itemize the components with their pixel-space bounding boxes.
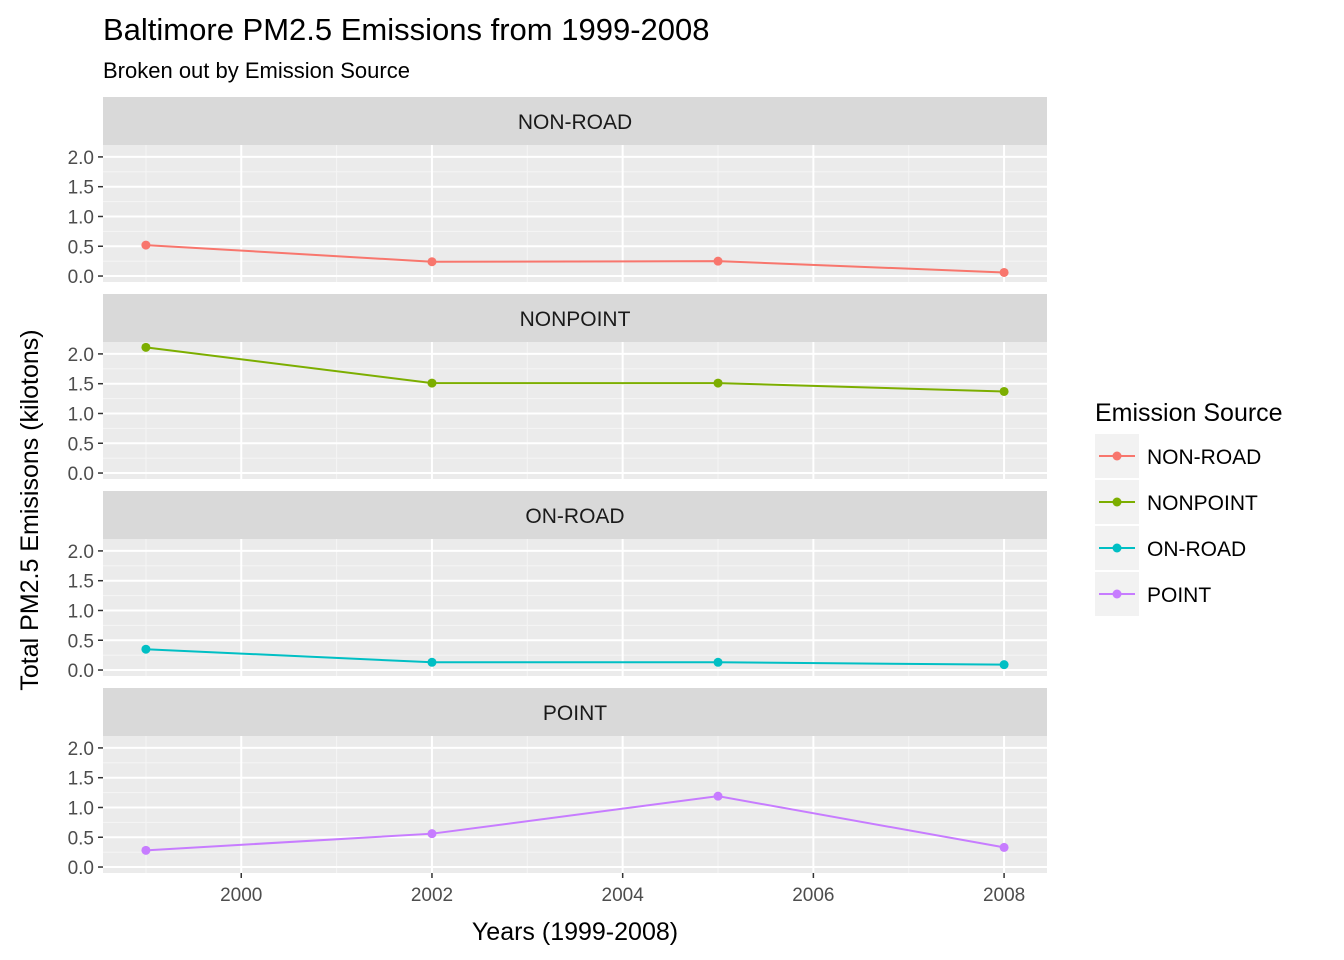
data-point (713, 791, 723, 801)
panel-background (103, 145, 1047, 282)
data-point (427, 257, 437, 267)
facet-strip-label: NONPOINT (520, 308, 631, 331)
legend-key-point (1112, 543, 1122, 553)
data-point (999, 842, 1009, 852)
legend-item: NONPOINT (1095, 480, 1258, 524)
facet-strip (103, 97, 1047, 145)
legend-label: NONPOINT (1147, 492, 1258, 515)
facet-panel: NONPOINT 0.0 0.5 1.0 1.5 2.0 (68, 294, 1047, 485)
legend-item: ON-ROAD (1095, 526, 1246, 570)
data-point (141, 845, 151, 855)
data-point (999, 267, 1009, 277)
facet-panel: NON-ROAD 0.0 0.5 1.0 1.5 2.0 (68, 97, 1047, 288)
y-tick-label: 0.5 (68, 237, 94, 258)
x-tick-label: 2000 (220, 885, 262, 906)
series-line (145, 795, 1005, 852)
data-point (427, 829, 437, 839)
panel-background (103, 539, 1047, 676)
y-tick-label: 1.0 (68, 601, 94, 622)
data-point (427, 378, 437, 388)
legend-label: NON-ROAD (1147, 446, 1261, 469)
x-tick-label: 2006 (792, 885, 834, 906)
facet-strip-label: POINT (543, 702, 607, 725)
legend-title: Emission Source (1095, 399, 1283, 427)
y-tick-label: 0.5 (68, 828, 94, 849)
y-axis-title: Total PM2.5 Emisisons (kilotons) (16, 329, 44, 690)
y-tick-label: 1.0 (68, 404, 94, 425)
facet-panels: NON-ROAD 0.0 0.5 1.0 1.5 2.0 NONPOINT 0.0 0.5 1.0… (68, 97, 1047, 879)
y-tick-label: 1.5 (68, 769, 94, 790)
data-point (141, 240, 151, 250)
data-point (999, 660, 1009, 670)
facet-panel: ON-ROAD 0.0 0.5 1.0 1.5 2.0 (68, 491, 1047, 682)
x-axis: 2000 2002 2004 2006 2008 (220, 873, 1025, 906)
panel-background (103, 736, 1047, 873)
chart-subtitle: Broken out by Emission Source (103, 58, 410, 83)
y-tick-label: 0.0 (68, 464, 94, 485)
legend: Emission Source NON-ROAD NONPOINT ON-ROAD P… (1095, 399, 1283, 616)
chart-title: Baltimore PM2.5 Emissions from 1999-2008 (103, 12, 709, 47)
legend-key-point (1112, 497, 1122, 507)
data-point (427, 657, 437, 667)
facet-panel: POINT 0.0 0.5 1.0 1.5 2.0 (68, 688, 1047, 879)
y-tick-label: 0.0 (68, 858, 94, 879)
x-tick-label: 2004 (602, 885, 645, 906)
legend-key-point (1112, 589, 1122, 599)
legend-label: ON-ROAD (1147, 538, 1246, 561)
legend-item: POINT (1095, 572, 1211, 616)
y-tick-label: 1.0 (68, 798, 94, 819)
data-point (713, 657, 723, 667)
y-tick-label: 0.0 (68, 661, 94, 682)
y-tick-label: 2.0 (68, 345, 94, 366)
facet-strip-label: NON-ROAD (518, 111, 632, 134)
facet-strip-label: ON-ROAD (525, 505, 624, 528)
panel-background (103, 342, 1047, 479)
x-tick-label: 2002 (411, 885, 453, 906)
data-point (999, 386, 1009, 396)
data-point (141, 342, 151, 352)
data-point (141, 644, 151, 654)
series-line (145, 648, 1005, 666)
y-tick-label: 2.0 (68, 739, 94, 760)
facet-strip (103, 688, 1047, 736)
y-tick-label: 2.0 (68, 148, 94, 169)
y-tick-label: 1.5 (68, 572, 94, 593)
y-tick-label: 1.5 (68, 375, 94, 396)
y-tick-label: 2.0 (68, 542, 94, 563)
series-line (145, 346, 1005, 393)
legend-label: POINT (1147, 584, 1211, 607)
y-tick-label: 1.5 (68, 178, 94, 199)
y-tick-label: 0.5 (68, 434, 94, 455)
data-point (713, 256, 723, 266)
y-tick-label: 0.0 (68, 267, 94, 288)
series-line (145, 244, 1005, 274)
x-tick-label: 2008 (983, 885, 1025, 906)
legend-item: NON-ROAD (1095, 434, 1261, 478)
legend-key-point (1112, 451, 1122, 461)
facet-strip (103, 294, 1047, 342)
y-tick-label: 0.5 (68, 631, 94, 652)
data-point (713, 378, 723, 388)
y-tick-label: 1.0 (68, 207, 94, 228)
facet-strip (103, 491, 1047, 539)
x-axis-title: Years (1999-2008) (472, 918, 678, 946)
